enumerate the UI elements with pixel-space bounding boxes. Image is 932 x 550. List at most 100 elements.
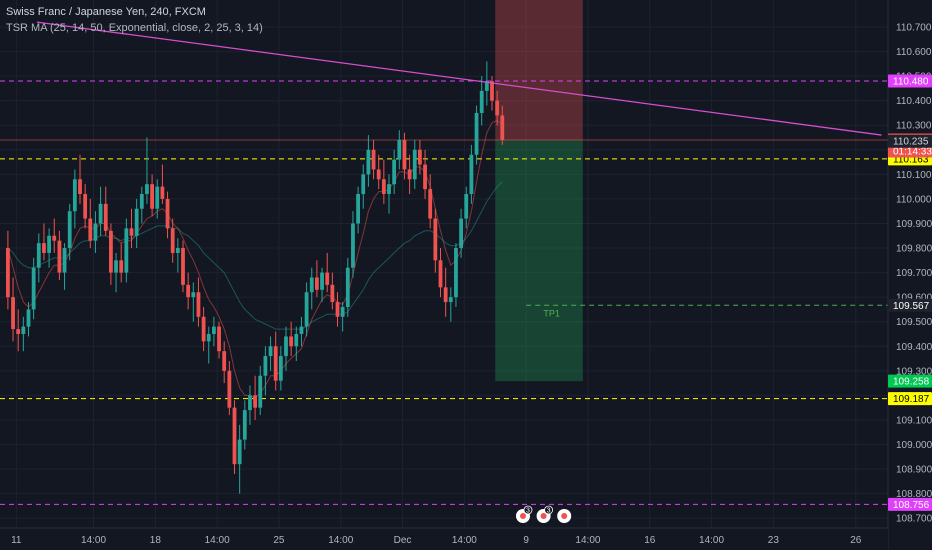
candle[interactable]: [227, 361, 232, 416]
candle[interactable]: [72, 169, 77, 229]
candle[interactable]: [119, 243, 124, 283]
candle[interactable]: [423, 149, 427, 199]
candle[interactable]: [248, 385, 252, 425]
candle[interactable]: [315, 260, 319, 298]
event-marker[interactable]: [557, 509, 572, 523]
candle[interactable]: [150, 174, 154, 217]
candle[interactable]: [129, 208, 134, 249]
candle[interactable]: [448, 287, 453, 322]
candle[interactable]: [52, 218, 57, 253]
candle[interactable]: [83, 184, 88, 229]
candle[interactable]: [62, 243, 67, 290]
candle[interactable]: [454, 243, 458, 307]
candle[interactable]: [428, 174, 433, 229]
candle[interactable]: [443, 267, 448, 317]
candle[interactable]: [351, 211, 355, 278]
candle[interactable]: [145, 137, 149, 204]
candle[interactable]: [170, 218, 175, 263]
candle[interactable]: [356, 186, 360, 234]
candle[interactable]: [381, 159, 386, 204]
candle[interactable]: [232, 400, 237, 474]
take-profit-zone[interactable]: [495, 139, 583, 382]
candle[interactable]: [438, 248, 443, 298]
candle[interactable]: [206, 326, 211, 364]
indicator-legend[interactable]: TSR MA (25, 14, 50, Exponential, close, …: [6, 22, 263, 34]
candle[interactable]: [330, 272, 335, 310]
candle[interactable]: [93, 211, 98, 253]
candle[interactable]: [21, 316, 26, 352]
candle[interactable]: [345, 257, 350, 317]
candle[interactable]: [433, 208, 438, 273]
candle[interactable]: [47, 228, 51, 268]
candle[interactable]: [78, 154, 82, 204]
candle[interactable]: [201, 306, 206, 352]
candle[interactable]: [42, 223, 46, 261]
candle[interactable]: [114, 252, 118, 293]
candle[interactable]: [16, 309, 21, 352]
candle[interactable]: [304, 282, 309, 337]
candle[interactable]: [237, 424, 242, 494]
candle[interactable]: [278, 346, 283, 391]
candle[interactable]: [500, 105, 505, 145]
candle[interactable]: [175, 238, 180, 273]
candle[interactable]: [109, 223, 113, 285]
candle[interactable]: [284, 326, 288, 371]
candle[interactable]: [418, 139, 422, 175]
candle[interactable]: [124, 218, 129, 283]
candle[interactable]: [186, 272, 191, 310]
candle[interactable]: [320, 267, 324, 303]
candle[interactable]: [309, 267, 314, 310]
candle[interactable]: [289, 321, 294, 357]
candle[interactable]: [181, 240, 185, 293]
candle[interactable]: [387, 174, 391, 214]
candle[interactable]: [217, 321, 221, 359]
candle[interactable]: [258, 365, 263, 416]
candle[interactable]: [11, 277, 15, 342]
candle[interactable]: [268, 336, 273, 371]
stop-loss-zone[interactable]: [495, 0, 583, 140]
candle[interactable]: [490, 76, 494, 111]
candle[interactable]: [392, 149, 397, 195]
candle[interactable]: [407, 154, 412, 195]
candle[interactable]: [160, 164, 165, 204]
candle[interactable]: [253, 375, 257, 420]
candle[interactable]: [340, 302, 345, 332]
candle[interactable]: [134, 198, 139, 249]
candle[interactable]: [474, 105, 479, 165]
candle[interactable]: [294, 326, 299, 362]
candle[interactable]: [479, 76, 484, 126]
candle[interactable]: [196, 277, 201, 327]
candle[interactable]: [26, 302, 31, 337]
candle[interactable]: [402, 132, 407, 180]
candle[interactable]: [459, 208, 463, 258]
candle[interactable]: [67, 203, 72, 261]
candle[interactable]: [495, 90, 500, 126]
candle[interactable]: [376, 154, 381, 190]
candle[interactable]: [299, 316, 304, 347]
candle[interactable]: [155, 179, 160, 219]
candle[interactable]: [57, 230, 62, 280]
candle[interactable]: [273, 331, 278, 391]
candle[interactable]: [464, 186, 469, 229]
candle[interactable]: [88, 198, 93, 249]
candle[interactable]: [103, 186, 108, 236]
candle[interactable]: [371, 139, 376, 180]
candle[interactable]: [263, 346, 268, 396]
candle[interactable]: [412, 139, 417, 190]
candle[interactable]: [397, 130, 402, 170]
candle[interactable]: [36, 233, 41, 283]
candle[interactable]: [165, 191, 170, 239]
trendline[interactable]: [36, 21, 882, 136]
candle[interactable]: [98, 186, 103, 236]
candle[interactable]: [6, 230, 10, 310]
candle[interactable]: [325, 252, 330, 293]
candle[interactable]: [469, 144, 474, 204]
candle[interactable]: [242, 400, 247, 450]
candle[interactable]: [366, 135, 371, 187]
candle[interactable]: [361, 164, 366, 209]
event-marker[interactable]: 3: [536, 505, 553, 523]
candle[interactable]: [139, 186, 144, 224]
candle[interactable]: [222, 341, 227, 384]
